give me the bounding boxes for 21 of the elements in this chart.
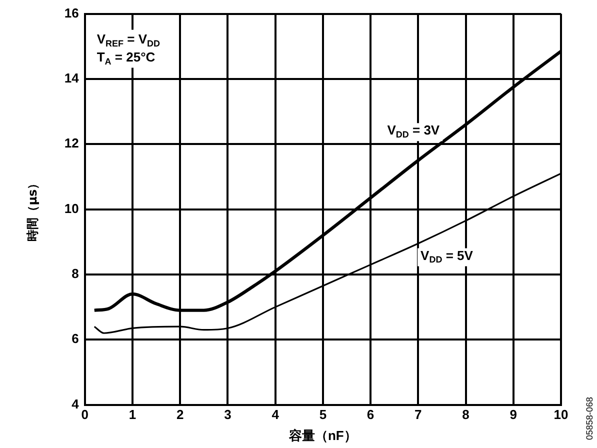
x-tick-label: 4: [272, 407, 280, 422]
x-tick-label: 5: [319, 407, 327, 422]
x-tick-label: 3: [224, 407, 232, 422]
y-tick-label: 6: [72, 331, 79, 346]
x-tick-label: 9: [510, 407, 518, 422]
x-tick-label: 10: [554, 407, 568, 422]
y-tick-label: 14: [64, 70, 80, 86]
x-tick-label: 6: [366, 407, 374, 422]
x-tick-label: 1: [128, 407, 136, 422]
text: 05858-068: [584, 396, 594, 440]
y-tick-label: 4: [72, 396, 80, 412]
y-tick-label: 10: [64, 200, 79, 216]
x-axis-title: 容量（nF）: [288, 428, 357, 443]
y-tick-label: 12: [64, 136, 79, 151]
x-tick-label: 2: [176, 407, 184, 422]
y-tick-label: 8: [72, 266, 79, 282]
y-axis-title: 時間（μs）: [25, 177, 40, 242]
x-tick-label: 8: [462, 407, 470, 422]
y-tick-label: 16: [64, 5, 79, 20]
x-tick-label: 7: [414, 407, 422, 422]
x-tick-label: 0: [81, 407, 88, 422]
